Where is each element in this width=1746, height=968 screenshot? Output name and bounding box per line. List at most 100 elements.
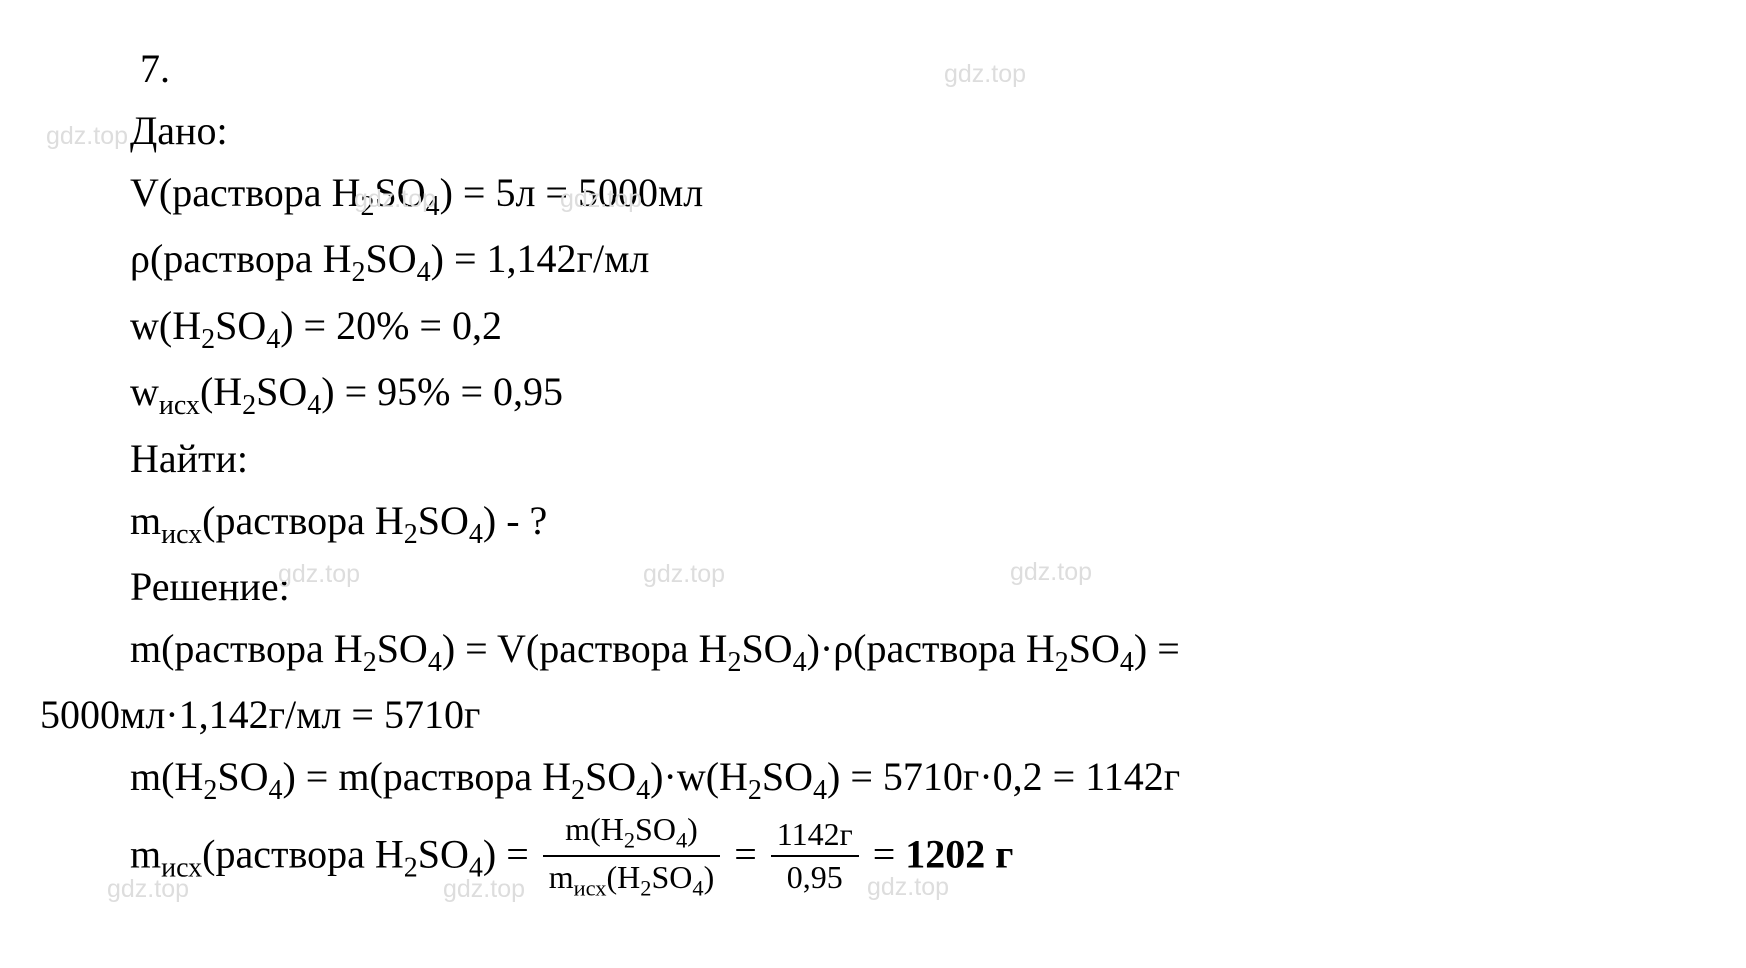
text: SO — [762, 754, 813, 799]
text: ) = m(раствора H — [282, 754, 571, 799]
solution-heading: Решение: — [130, 564, 290, 609]
fraction-bar — [771, 855, 859, 857]
subscript-isx: исх — [161, 852, 202, 883]
subscript-4: 4 — [636, 775, 650, 806]
subscript-2: 2 — [727, 647, 741, 678]
text: = — [873, 831, 906, 876]
given-line-1: V(раствора H2SO4) = 5л = 5000мл — [40, 162, 1706, 228]
text: SO — [377, 626, 428, 671]
solution-line-1a: m(раствора H2SO4) = V(раствора H2SO4)·ρ(… — [40, 618, 1706, 684]
text: m(H — [130, 754, 203, 799]
subscript-2: 2 — [1055, 647, 1069, 678]
problem-number-line: 7. — [40, 38, 1706, 100]
subscript-2: 2 — [360, 191, 374, 222]
document-content: 7. Дано: V(раствора H2SO4) = 5л = 5000мл… — [40, 38, 1706, 903]
problem-number: 7. — [140, 46, 170, 91]
subscript-2: 2 — [624, 827, 635, 852]
subscript-4: 4 — [426, 191, 440, 222]
fraction-numerator: m(H2SO4) — [543, 811, 720, 853]
fraction-denominator: 0,95 — [771, 859, 859, 896]
given-line-4: wисх(H2SO4) = 95% = 0,95 — [40, 361, 1706, 427]
text: (H — [606, 859, 640, 895]
subscript-2: 2 — [363, 647, 377, 678]
subscript-2: 2 — [201, 324, 215, 355]
given-heading: Дано: — [130, 108, 228, 153]
subscript-2: 2 — [242, 390, 256, 421]
text: )·ρ(раствора H — [807, 626, 1055, 671]
text: SO — [585, 754, 636, 799]
given-line-3: w(H2SO4) = 20% = 0,2 — [40, 295, 1706, 361]
subscript-2: 2 — [404, 519, 418, 550]
text: SO — [366, 236, 417, 281]
text: SO — [217, 754, 268, 799]
fraction-2: 1142г 0,95 — [771, 816, 859, 896]
text: (раствора H — [202, 831, 404, 876]
text: SO — [418, 831, 469, 876]
fraction-bar — [543, 855, 720, 857]
text: 5000мл·1,142г/мл = 5710г — [40, 692, 480, 737]
text: SO — [374, 170, 425, 215]
find-heading-line: Найти: — [40, 428, 1706, 490]
text: SO — [741, 626, 792, 671]
text: ) - ? — [483, 498, 547, 543]
fraction-1: m(H2SO4) mисх(H2SO4) — [543, 811, 720, 901]
text: w — [130, 369, 159, 414]
text: SO — [418, 498, 469, 543]
subscript-4: 4 — [417, 257, 431, 288]
solution-heading-line: Решение: — [40, 556, 1706, 618]
text: V(раствора H — [130, 170, 360, 215]
subscript-isx: исх — [574, 875, 607, 900]
given-heading-line: Дано: — [40, 100, 1706, 162]
subscript-2: 2 — [404, 852, 418, 883]
text: ) = 5710г·0,2 = 1142г — [827, 754, 1180, 799]
text: m — [130, 498, 161, 543]
fraction-numerator: 1142г — [771, 816, 859, 853]
solution-line-2: m(H2SO4) = m(раствора H2SO4)·w(H2SO4) = … — [40, 746, 1706, 812]
subscript-2: 2 — [748, 775, 762, 806]
text: SO — [651, 859, 692, 895]
subscript-4: 4 — [428, 647, 442, 678]
solution-line-3: mисх(раствора H2SO4) = m(H2SO4) mисх(H2S… — [40, 813, 1706, 903]
text: ) = 5л = 5000мл — [440, 170, 704, 215]
text: SO — [215, 303, 266, 348]
subscript-4: 4 — [676, 827, 687, 852]
text: SO — [635, 811, 676, 847]
text: m(H — [565, 811, 624, 847]
text: ) = V(раствора H — [442, 626, 728, 671]
text: ) — [704, 859, 715, 895]
subscript-4: 4 — [268, 775, 282, 806]
fraction-denominator: mисх(H2SO4) — [543, 859, 720, 901]
text: = — [734, 831, 767, 876]
find-heading: Найти: — [130, 436, 248, 481]
text: ) = 20% = 0,2 — [280, 303, 502, 348]
text: m(раствора H — [130, 626, 363, 671]
subscript-isx: исх — [159, 390, 200, 421]
text: m — [130, 831, 161, 876]
text: m — [549, 859, 574, 895]
given-line-2: ρ(раствора H2SO4) = 1,142г/мл — [40, 228, 1706, 294]
final-answer: 1202 г — [905, 831, 1013, 876]
subscript-2: 2 — [571, 775, 585, 806]
subscript-4: 4 — [469, 852, 483, 883]
subscript-4: 4 — [307, 390, 321, 421]
text: ) = 95% = 0,95 — [321, 369, 563, 414]
text: ρ(раствора H — [130, 236, 352, 281]
subscript-4: 4 — [692, 875, 703, 900]
text: (H — [200, 369, 242, 414]
text: w(H — [130, 303, 201, 348]
text: )·w(H — [650, 754, 748, 799]
subscript-4: 4 — [1120, 647, 1134, 678]
text: SO — [1069, 626, 1120, 671]
subscript-isx: исх — [161, 519, 202, 550]
text: ) = 1,142г/мл — [431, 236, 650, 281]
subscript-2: 2 — [203, 775, 217, 806]
subscript-2: 2 — [640, 875, 651, 900]
text: (раствора H — [202, 498, 404, 543]
text: ) = — [483, 831, 539, 876]
subscript-4: 4 — [469, 519, 483, 550]
subscript-4: 4 — [793, 647, 807, 678]
subscript-4: 4 — [266, 324, 280, 355]
subscript-4: 4 — [813, 775, 827, 806]
text: ) = — [1134, 626, 1180, 671]
solution-line-1b: 5000мл·1,142г/мл = 5710г — [40, 684, 1706, 746]
